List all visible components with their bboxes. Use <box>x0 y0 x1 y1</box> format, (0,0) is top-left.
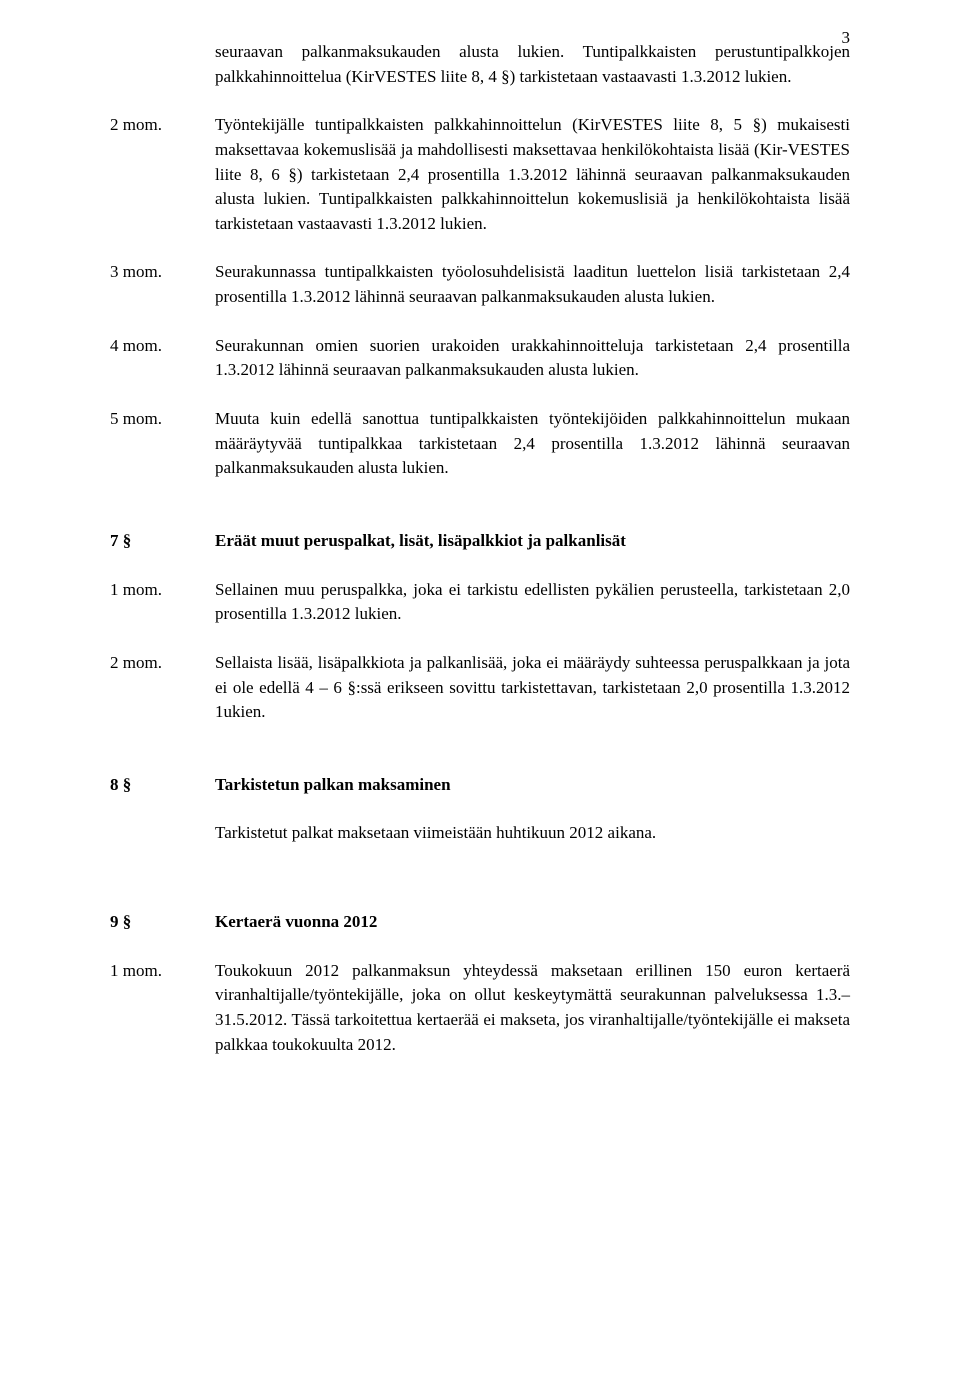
page-number: 3 <box>842 28 851 48</box>
sec8-text: Tarkistetut palkat maksetaan viimeistään… <box>215 821 850 846</box>
mom2-text: Työntekijälle tuntipalkkaisten palkkahin… <box>215 113 850 236</box>
section-7-heading: 7 § Eräät muut peruspalkat, lisät, lisäp… <box>110 529 850 554</box>
mom5-block: 5 mom. Muuta kuin edellä sanottua tuntip… <box>110 407 850 481</box>
sec7-mom2-text: Sellaista lisää, lisäpalkkiota ja palkan… <box>215 651 850 725</box>
mom2-block: 2 mom. Työntekijälle tuntipalkkaisten pa… <box>110 113 850 236</box>
section-9-heading: 9 § Kertaerä vuonna 2012 <box>110 910 850 935</box>
mom3-block: 3 mom. Seurakunnassa tuntipalkkaisten ty… <box>110 260 850 309</box>
mom4-label: 4 mom. <box>110 334 215 359</box>
section-9-label: 9 § <box>110 910 215 935</box>
mom5-label: 5 mom. <box>110 407 215 432</box>
section-7-label: 7 § <box>110 529 215 554</box>
mom4-text: Seurakunnan omien suorien urakoiden urak… <box>215 334 850 383</box>
section-8-title: Tarkistetun palkan maksaminen <box>215 773 850 798</box>
sec9-mom1-block: 1 mom. Toukokuun 2012 palkanmaksun yhtey… <box>110 959 850 1058</box>
intro-text: seuraavan palkanmaksukauden alusta lukie… <box>215 40 850 89</box>
sec8-text-block: Tarkistetut palkat maksetaan viimeistään… <box>110 821 850 846</box>
mom5-text: Muuta kuin edellä sanottua tuntipalkkais… <box>215 407 850 481</box>
sec7-mom2-label: 2 mom. <box>110 651 215 676</box>
intro-block: seuraavan palkanmaksukauden alusta lukie… <box>110 40 850 89</box>
mom3-text: Seurakunnassa tuntipalkkaisten työolosuh… <box>215 260 850 309</box>
section-8-heading: 8 § Tarkistetun palkan maksaminen <box>110 773 850 798</box>
mom3-label: 3 mom. <box>110 260 215 285</box>
mom4-block: 4 mom. Seurakunnan omien suorien urakoid… <box>110 334 850 383</box>
sec7-mom1-label: 1 mom. <box>110 578 215 603</box>
document-page: 3 seuraavan palkanmaksukauden alusta luk… <box>0 0 960 1383</box>
sec7-mom2-block: 2 mom. Sellaista lisää, lisäpalkkiota ja… <box>110 651 850 725</box>
section-7-title: Eräät muut peruspalkat, lisät, lisäpalkk… <box>215 529 850 554</box>
sec7-mom1-block: 1 mom. Sellainen muu peruspalkka, joka e… <box>110 578 850 627</box>
sec9-mom1-label: 1 mom. <box>110 959 215 984</box>
section-9-title: Kertaerä vuonna 2012 <box>215 910 850 935</box>
section-8-label: 8 § <box>110 773 215 798</box>
mom2-label: 2 mom. <box>110 113 215 138</box>
sec7-mom1-text: Sellainen muu peruspalkka, joka ei tarki… <box>215 578 850 627</box>
sec9-mom1-text: Toukokuun 2012 palkanmaksun yhteydessä m… <box>215 959 850 1058</box>
